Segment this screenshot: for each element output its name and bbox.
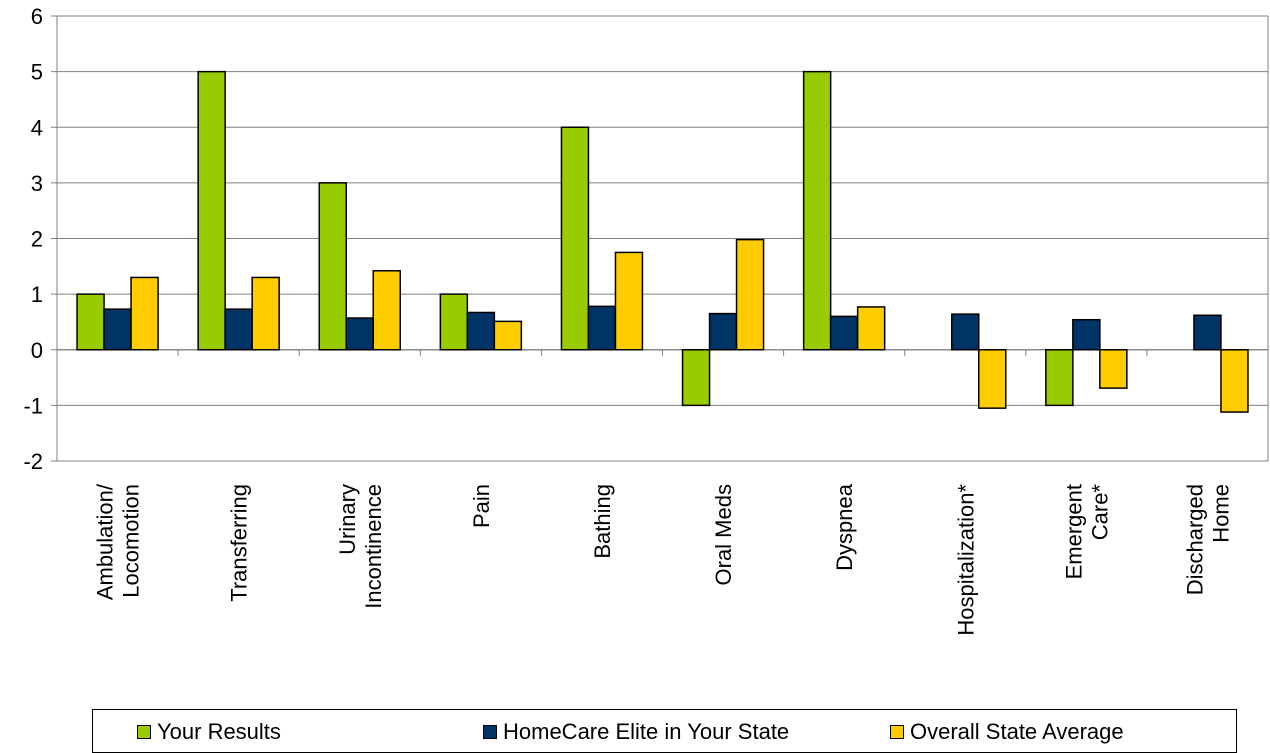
bar-2-9: [1220, 349, 1249, 413]
category-label: Bathing: [590, 484, 615, 559]
legend-item-state-average: Overall State Average: [890, 719, 1124, 745]
legend-label-state-average: Overall State Average: [910, 719, 1124, 744]
category-label: Care*: [1087, 484, 1112, 541]
bar-2-1: [251, 276, 280, 351]
bar-1-8: [1072, 318, 1101, 351]
bar-0-8: [1045, 349, 1074, 407]
bar-chart: -2 -1 0 1 2 3 4 5 6 Ambulation/Locomotion Transfer…: [23, 4, 1269, 636]
bar-2-3: [493, 320, 523, 351]
y-tick-label: 1: [31, 282, 43, 307]
bar-1-5: [708, 312, 738, 351]
category-label: Pain: [469, 484, 494, 528]
y-tick-label: 3: [31, 171, 43, 196]
bar-2-0: [130, 276, 159, 351]
legend-item-homecare-elite: HomeCare Elite in Your State: [483, 719, 789, 745]
bar-1-0: [103, 308, 132, 351]
category-label: Dyspnea: [832, 483, 857, 571]
legend-label-your-results: Your Results: [157, 719, 281, 744]
legend-item-your-results: Your Results: [137, 719, 281, 745]
legend-swatch-your-results: [137, 725, 151, 739]
bar-0-3: [439, 293, 469, 351]
category-label: Ambulation/: [93, 483, 118, 600]
legend-swatch-state-average: [890, 725, 904, 739]
bar-1-4: [587, 305, 617, 351]
bar-0-0: [76, 293, 105, 351]
y-tick-label: 4: [31, 115, 43, 140]
bar-0-2: [318, 182, 347, 351]
bar-1-6: [829, 315, 859, 351]
category-label: Oral Meds: [711, 484, 736, 585]
legend-label-homecare-elite: HomeCare Elite in Your State: [503, 719, 790, 744]
bar-1-1: [224, 308, 253, 351]
bar-1-3: [466, 311, 496, 351]
y-tick-label: 2: [31, 227, 43, 252]
bar-1-7: [951, 313, 980, 351]
y-tick-label: 0: [31, 338, 43, 363]
y-tick-label: 6: [31, 4, 43, 29]
legend: Your Results HomeCare Elite in Your Stat…: [92, 709, 1237, 753]
bar-0-6: [802, 70, 832, 351]
bar-2-2: [372, 270, 401, 351]
bar-2-7: [978, 349, 1007, 409]
bar-2-5: [735, 238, 765, 351]
category-label: Emergent: [1061, 484, 1086, 579]
category-label: Incontinence: [361, 484, 386, 609]
bar-2-8: [1099, 349, 1128, 389]
category-label: Discharged: [1182, 484, 1207, 595]
y-tick-label: -2: [23, 449, 43, 474]
bar-1-2: [345, 317, 374, 351]
bar-0-5: [681, 349, 711, 407]
category-label: Hospitalization*: [953, 484, 978, 636]
bar-1-9: [1193, 314, 1222, 351]
y-tick-label: -1: [23, 393, 43, 418]
bar-0-4: [560, 126, 590, 351]
category-label: Home: [1208, 484, 1233, 543]
category-label: Locomotion: [119, 484, 144, 598]
category-label: Urinary: [335, 484, 360, 555]
bar-0-1: [197, 70, 226, 351]
category-label: Transferring: [227, 484, 252, 602]
legend-swatch-homecare-elite: [483, 725, 497, 739]
bar-2-4: [614, 251, 644, 351]
y-tick-label: 5: [31, 60, 43, 85]
bar-2-6: [856, 306, 886, 351]
